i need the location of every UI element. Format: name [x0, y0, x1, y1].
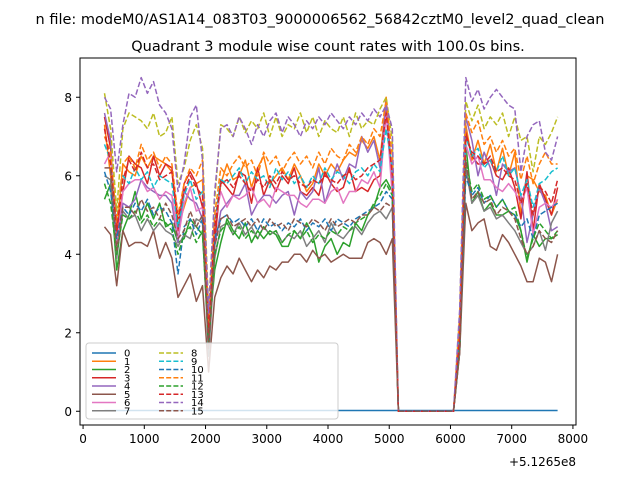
series-line-8	[103, 93, 559, 413]
legend-label-1: 1	[124, 357, 130, 368]
legend-label-2: 2	[124, 365, 130, 376]
x-tick-label: 3000	[251, 432, 282, 446]
series-line-13	[103, 112, 559, 413]
x-tick-label: 2000	[190, 432, 221, 446]
y-tick-label: 6	[64, 169, 72, 183]
legend-label-0: 0	[124, 349, 130, 360]
series-line-7	[104, 167, 559, 413]
series-line-10	[103, 171, 559, 413]
legend-label-13: 13	[191, 390, 204, 401]
x-offset-label: +5.1265e8	[509, 455, 576, 469]
x-tick-label: 8000	[558, 432, 589, 446]
y-tick-label: 8	[64, 91, 72, 105]
x-tick-label: 0	[79, 432, 87, 446]
x-tick-label: 4000	[313, 432, 344, 446]
legend-box	[85, 342, 339, 420]
legend-label-14: 14	[191, 398, 204, 409]
x-tick-label: 7000	[496, 432, 527, 446]
legend-label-7: 7	[124, 406, 130, 417]
x-tick-label: 5000	[374, 432, 405, 446]
series-line-12	[103, 159, 559, 413]
legend-label-8: 8	[191, 349, 197, 360]
legend-label-10: 10	[191, 365, 204, 376]
figure-suptitle: n file: modeM0/AS1A14_083T03_9000006562_…	[36, 12, 605, 28]
series-line-14	[103, 76, 559, 413]
legend-label-6: 6	[124, 398, 130, 409]
legend-label-15: 15	[191, 406, 204, 417]
series-line-6	[103, 112, 559, 413]
legend-label-11: 11	[191, 373, 204, 384]
series-line-15	[104, 159, 559, 413]
y-axis: 0 2 4 6 8	[64, 91, 80, 419]
y-tick-label: 2	[64, 326, 72, 340]
x-tick-label: 1000	[129, 432, 160, 446]
x-tick-label: 6000	[435, 432, 466, 446]
legend-label-4: 4	[124, 382, 130, 393]
y-tick-label: 4	[64, 248, 72, 262]
series-line-11	[103, 100, 558, 413]
x-axis: 0 1000 2000 3000 4000 5000 6000 7000 8000	[79, 425, 588, 446]
legend-label-5: 5	[124, 390, 130, 401]
legend-label-3: 3	[124, 373, 130, 384]
legend-label-12: 12	[191, 382, 204, 393]
y-tick-label: 0	[64, 405, 72, 419]
series-line-5	[103, 202, 559, 413]
chart-title: Quadrant 3 module wise count rates with …	[131, 39, 525, 55]
legend-label-9: 9	[191, 357, 197, 368]
axes-frame	[79, 57, 577, 426]
